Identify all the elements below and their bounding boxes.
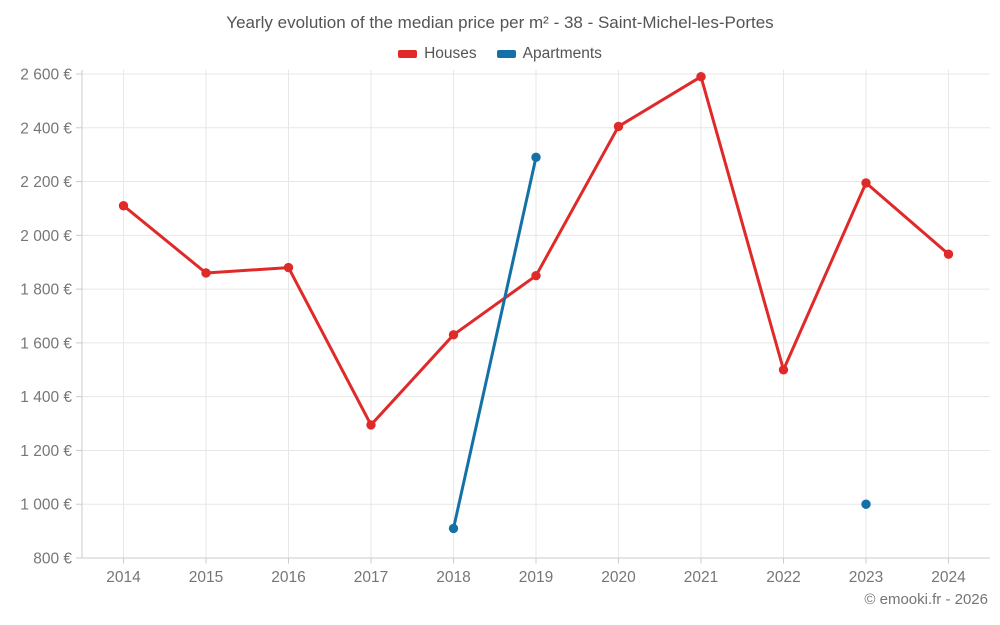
apartments-series-swatch — [496, 50, 516, 58]
x-tick-label: 2014 — [106, 569, 141, 586]
x-tick-label: 2015 — [189, 569, 223, 586]
houses-data-point[interactable] — [943, 249, 954, 259]
x-tick-label: 2022 — [766, 569, 800, 586]
houses-data-point[interactable] — [448, 330, 459, 340]
houses-data-point[interactable] — [778, 365, 789, 375]
y-tick-label: 1 000 € — [20, 497, 72, 514]
apartments-data-point[interactable] — [448, 523, 459, 534]
houses-legend-label: Houses — [424, 45, 477, 62]
y-tick-label: 1 400 € — [20, 389, 72, 406]
y-tick-label: 1 800 € — [20, 282, 72, 299]
apartments-legend-label: Apartments — [522, 45, 602, 62]
y-tick-label: 2 400 € — [20, 120, 72, 137]
y-tick-label: 800 € — [33, 551, 72, 568]
houses-data-point[interactable] — [118, 201, 129, 211]
y-tick-label: 1 600 € — [20, 335, 72, 352]
gridlines — [82, 70, 990, 558]
x-tick-label: 2020 — [601, 569, 636, 586]
x-tick-label: 2023 — [849, 569, 883, 586]
houses-data-point[interactable] — [696, 71, 706, 82]
houses-data-point[interactable] — [201, 268, 211, 278]
houses-series — [118, 71, 954, 430]
legend: Houses Apartments — [0, 45, 1000, 63]
apartments-series-line — [452, 155, 538, 530]
x-tick-label: 2016 — [271, 569, 305, 586]
y-axis-labels: 800 € 1 000 € 1 200 € 1 400 € 1 600 € 1 800 €… — [20, 67, 72, 568]
legend-item-apartments[interactable]: Apartments — [496, 45, 602, 63]
x-tick-label: 2024 — [931, 569, 966, 586]
houses-data-point[interactable] — [531, 270, 541, 281]
x-tick-label: 2017 — [354, 569, 388, 586]
houses-data-point[interactable] — [283, 262, 294, 273]
apartments-data-point[interactable] — [531, 152, 541, 163]
y-tick-label: 2 600 € — [20, 67, 72, 84]
copyright-text: © emooki.fr - 2026 — [864, 591, 988, 608]
x-tick-label: 2019 — [519, 569, 553, 586]
y-tick-label: 2 200 € — [20, 174, 72, 191]
x-tick-label: 2021 — [684, 569, 718, 586]
apartments-data-point[interactable] — [861, 499, 871, 509]
houses-data-point[interactable] — [861, 178, 871, 188]
houses-data-point[interactable] — [366, 420, 376, 430]
legend-item-houses[interactable]: Houses — [398, 45, 477, 63]
y-tick-label: 2 000 € — [20, 228, 72, 245]
apartments-series — [448, 152, 871, 534]
y-tick-label: 1 200 € — [20, 443, 72, 460]
axes — [76, 70, 990, 564]
x-axis-labels: 2014 2015 2016 2017 2018 2019 2020 2021 2022 2023… — [106, 569, 966, 586]
houses-series-swatch — [398, 50, 418, 58]
x-tick-label: 2018 — [436, 569, 470, 586]
houses-data-point[interactable] — [613, 121, 624, 132]
chart-title: Yearly evolution of the median price per… — [226, 13, 774, 32]
